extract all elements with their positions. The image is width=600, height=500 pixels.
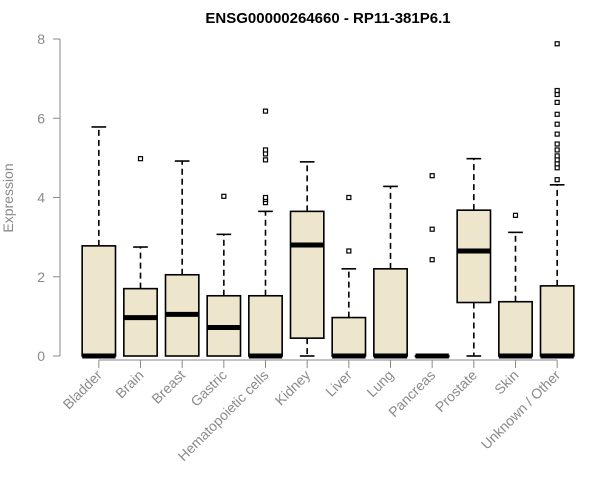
box-iqr <box>373 268 408 357</box>
outlier-point <box>429 257 435 263</box>
x-tick-label: Skin <box>491 367 522 398</box>
outlier-point <box>554 87 560 94</box>
outlier-point <box>262 108 269 114</box>
outlier-point <box>554 99 560 106</box>
outlier-point <box>262 157 269 163</box>
y-axis-label: Expression <box>0 163 16 232</box>
box-group-3 <box>206 193 242 357</box>
outlier-point <box>512 212 519 218</box>
box-iqr <box>81 245 117 357</box>
x-tick-label: Liver <box>322 367 355 400</box>
box-group-2 <box>164 160 200 357</box>
y-tick-label: 4 <box>37 190 45 206</box>
plot-area <box>81 41 575 359</box>
x-tick-label: Breast <box>148 367 188 407</box>
outlier-point <box>554 131 560 137</box>
outlier-point <box>554 41 560 47</box>
outlier-point <box>262 147 269 153</box>
y-axis: 0 2 4 6 8 <box>37 31 61 364</box>
x-tick-label: Kidney <box>272 367 314 409</box>
box-group-5 <box>289 161 325 357</box>
outlier-point <box>346 194 352 201</box>
x-tick-label: Lung <box>363 367 396 400</box>
box-group-9 <box>456 157 492 357</box>
outlier-point <box>554 177 560 183</box>
box-iqr <box>248 294 283 357</box>
box-group-0 <box>81 126 117 359</box>
box-iqr <box>331 316 367 357</box>
outlier-point <box>137 156 144 162</box>
x-tick-label: Unknown / Other <box>478 367 564 453</box>
outlier-point <box>554 121 560 127</box>
x-tick-label: Bladder <box>60 367 106 413</box>
box-iqr <box>289 210 325 339</box>
x-tick-label: Prostate <box>432 367 480 415</box>
outlier-point <box>346 248 352 254</box>
outlier-point <box>554 111 560 117</box>
box-iqr <box>498 300 533 357</box>
box-group-4 <box>248 108 283 359</box>
outlier-point <box>262 194 269 201</box>
box-group-10 <box>498 212 533 359</box>
box-group-6 <box>331 194 367 359</box>
outlier-point <box>221 193 227 199</box>
outlier-point <box>554 147 560 153</box>
y-tick-label: 6 <box>37 110 45 126</box>
y-tick-label: 0 <box>37 348 45 364</box>
outlier-point <box>554 141 560 147</box>
box-iqr <box>123 287 158 357</box>
outlier-point <box>429 173 435 179</box>
x-tick-label: Brain <box>112 367 146 401</box>
y-tick-label: 8 <box>37 31 45 47</box>
outlier-point <box>429 226 435 232</box>
box-group-8 <box>414 173 450 359</box>
box-iqr <box>539 285 575 357</box>
y-tick-label: 2 <box>37 269 45 285</box>
outlier-point <box>554 153 560 159</box>
box-group-7 <box>373 185 408 359</box>
chart-title: ENSG00000264660 - RP11-381P6.1 <box>205 10 450 27</box>
box-iqr <box>456 209 492 304</box>
box-group-11 <box>539 41 575 359</box>
box-group-1 <box>123 156 158 357</box>
